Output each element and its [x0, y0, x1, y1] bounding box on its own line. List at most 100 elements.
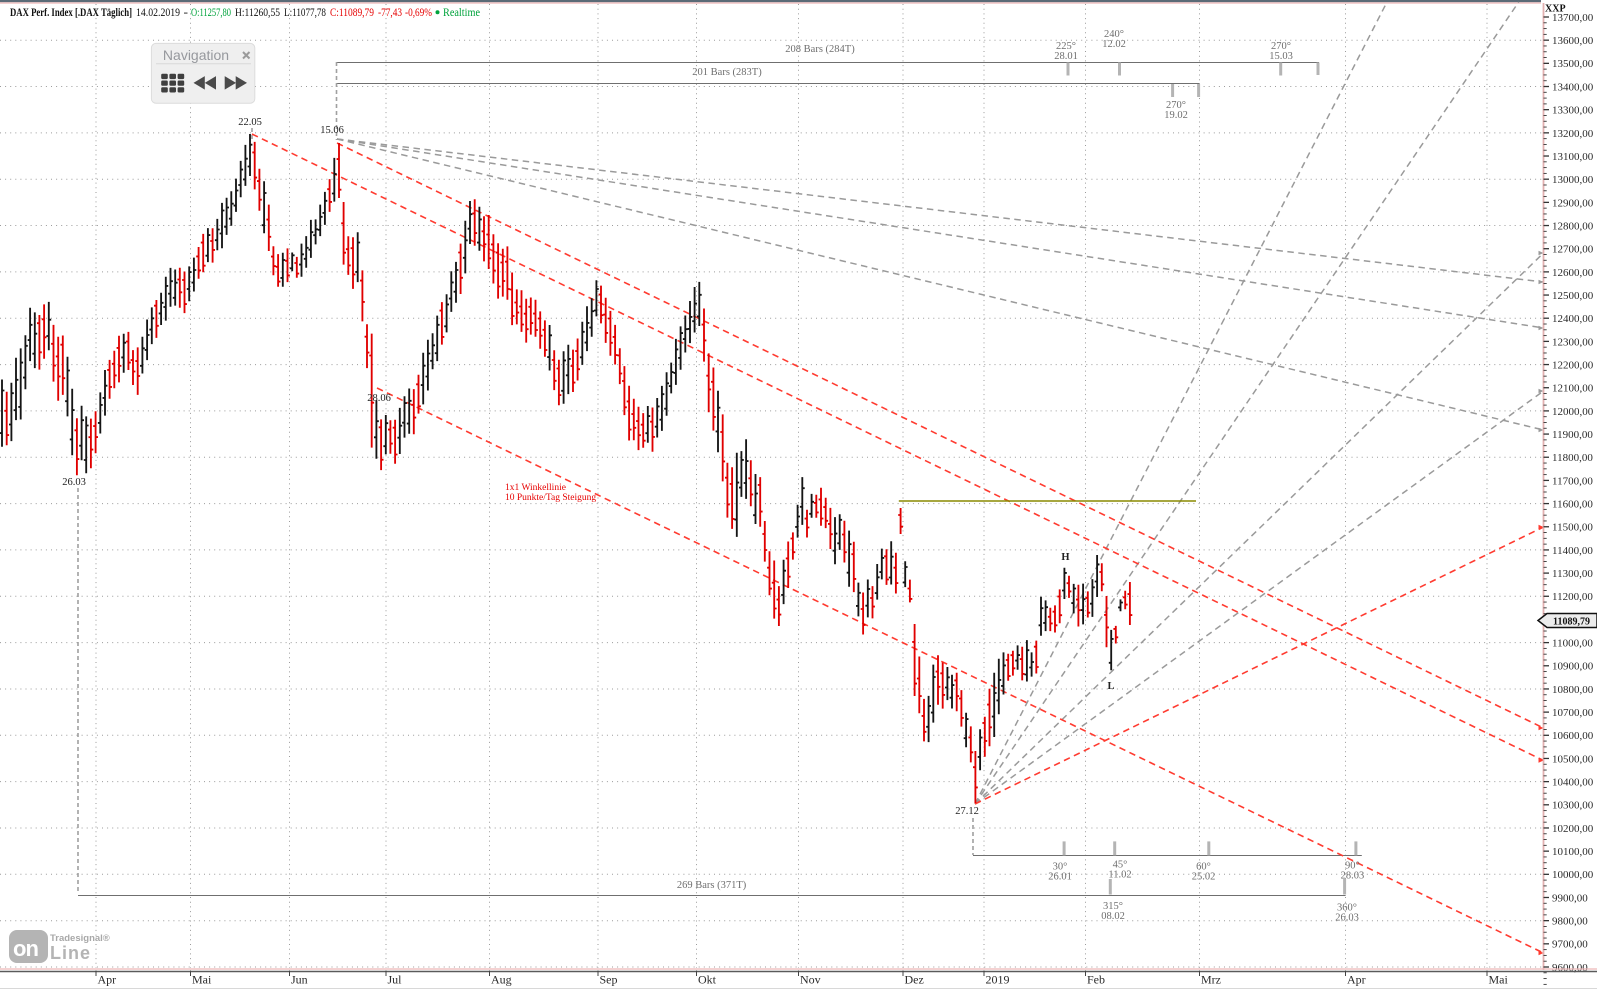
svg-text:1x1 Winkellinie: 1x1 Winkellinie — [505, 483, 566, 493]
svg-text:Realtime: Realtime — [443, 5, 480, 19]
svg-text:13200,00: 13200,00 — [1552, 128, 1594, 140]
svg-text:H:11260,55: H:11260,55 — [235, 5, 280, 19]
svg-text:28.01: 28.01 — [1054, 51, 1078, 62]
svg-text:10900,00: 10900,00 — [1552, 661, 1594, 673]
svg-text:240°: 240° — [1104, 29, 1124, 40]
svg-text:10200,00: 10200,00 — [1552, 823, 1594, 835]
svg-text:L:11077,78: L:11077,78 — [284, 5, 326, 19]
svg-text:-0,69%: -0,69% — [405, 5, 432, 19]
svg-text:10 Punkte/Tag Steigung: 10 Punkte/Tag Steigung — [505, 493, 596, 503]
svg-text:11800,00: 11800,00 — [1552, 452, 1593, 464]
svg-text:10700,00: 10700,00 — [1552, 707, 1594, 719]
svg-text:10100,00: 10100,00 — [1552, 846, 1594, 858]
svg-text:11700,00: 11700,00 — [1552, 475, 1593, 487]
svg-text:12.02: 12.02 — [1102, 39, 1126, 50]
svg-text:-: - — [184, 5, 189, 19]
svg-text:Tradesignal®: Tradesignal® — [50, 933, 110, 944]
svg-text:Line: Line — [50, 943, 91, 963]
svg-text:22.05: 22.05 — [238, 117, 262, 128]
svg-text:26.01: 26.01 — [1048, 871, 1072, 882]
svg-text:Okt: Okt — [698, 973, 717, 987]
svg-text:DAX Perf. Index [.DAX Täglich]: DAX Perf. Index [.DAX Täglich] — [10, 5, 132, 19]
svg-text:30°: 30° — [1053, 862, 1068, 873]
svg-text:12500,00: 12500,00 — [1552, 290, 1594, 302]
svg-text:Dez: Dez — [905, 973, 924, 987]
svg-text:14.02.2019: 14.02.2019 — [136, 5, 180, 19]
svg-text:25.02: 25.02 — [1192, 871, 1216, 882]
svg-text:12600,00: 12600,00 — [1552, 267, 1594, 279]
svg-text:13700,00: 13700,00 — [1552, 12, 1594, 24]
svg-text:Feb: Feb — [1087, 973, 1105, 987]
svg-text:10300,00: 10300,00 — [1552, 800, 1594, 812]
svg-text:12100,00: 12100,00 — [1552, 383, 1594, 395]
svg-text:13300,00: 13300,00 — [1552, 105, 1594, 117]
svg-text:26.03: 26.03 — [1335, 912, 1359, 923]
svg-text:208 Bars (284T): 208 Bars (284T) — [785, 44, 855, 55]
svg-text:11600,00: 11600,00 — [1552, 498, 1593, 510]
svg-text:11900,00: 11900,00 — [1552, 429, 1593, 441]
svg-text:13500,00: 13500,00 — [1552, 58, 1594, 70]
svg-text:Apr: Apr — [98, 973, 117, 987]
svg-text:XXP: XXP — [1545, 4, 1566, 15]
svg-text:15.03: 15.03 — [1269, 51, 1293, 62]
svg-text:10000,00: 10000,00 — [1552, 869, 1594, 881]
svg-text:28.03: 28.03 — [1341, 870, 1365, 881]
svg-text:9700,00: 9700,00 — [1552, 939, 1588, 951]
svg-text:269 Bars (371T): 269 Bars (371T) — [677, 880, 747, 891]
svg-text:201 Bars (283T): 201 Bars (283T) — [692, 67, 762, 78]
svg-text:Mai: Mai — [192, 973, 212, 987]
svg-text:9900,00: 9900,00 — [1552, 892, 1588, 904]
svg-text:O:11257,80: O:11257,80 — [191, 5, 231, 19]
svg-text:26.03: 26.03 — [62, 477, 86, 488]
svg-text:Sep: Sep — [600, 973, 618, 987]
svg-text:13400,00: 13400,00 — [1552, 81, 1594, 93]
svg-text:11500,00: 11500,00 — [1552, 522, 1593, 534]
svg-text:2019: 2019 — [986, 973, 1010, 987]
svg-text:-77,43: -77,43 — [378, 5, 402, 19]
svg-text:Jul: Jul — [388, 973, 403, 987]
svg-text:10400,00: 10400,00 — [1552, 777, 1594, 789]
svg-text:315°: 315° — [1103, 901, 1123, 912]
svg-text:10600,00: 10600,00 — [1552, 730, 1594, 742]
svg-text:225°: 225° — [1056, 41, 1076, 52]
svg-text:60°: 60° — [1196, 862, 1211, 873]
svg-text:08.02: 08.02 — [1101, 911, 1125, 922]
svg-text:9800,00: 9800,00 — [1552, 916, 1588, 928]
svg-text:11.02: 11.02 — [1108, 869, 1131, 880]
svg-text:Mai: Mai — [1489, 973, 1509, 987]
svg-text:10800,00: 10800,00 — [1552, 684, 1594, 696]
svg-text:360°: 360° — [1337, 903, 1357, 914]
svg-text:11400,00: 11400,00 — [1552, 545, 1593, 557]
svg-text:45°: 45° — [1113, 860, 1128, 871]
svg-text:Aug: Aug — [491, 973, 512, 987]
svg-text:H: H — [1061, 552, 1069, 563]
svg-text:12400,00: 12400,00 — [1552, 313, 1594, 325]
svg-text:Mrz: Mrz — [1201, 973, 1221, 987]
svg-text:11200,00: 11200,00 — [1552, 591, 1593, 603]
svg-text:Nov: Nov — [800, 973, 821, 987]
svg-text:on: on — [13, 936, 38, 961]
svg-text:C:11089,79: C:11089,79 — [330, 5, 374, 19]
svg-text:12000,00: 12000,00 — [1552, 406, 1594, 418]
svg-text:10500,00: 10500,00 — [1552, 753, 1594, 765]
svg-text:12200,00: 12200,00 — [1552, 359, 1594, 371]
svg-text:270°: 270° — [1271, 41, 1291, 52]
svg-text:L: L — [1107, 681, 1114, 692]
svg-text:28.06: 28.06 — [367, 393, 391, 404]
svg-text:13600,00: 13600,00 — [1552, 35, 1594, 47]
svg-text:11300,00: 11300,00 — [1552, 568, 1593, 580]
svg-text:Jun: Jun — [291, 973, 308, 987]
svg-text:Navigation: Navigation — [163, 47, 229, 63]
svg-text:12900,00: 12900,00 — [1552, 197, 1594, 209]
svg-text:15.06: 15.06 — [320, 125, 344, 136]
svg-text:12800,00: 12800,00 — [1552, 220, 1594, 232]
svg-text:270°: 270° — [1166, 100, 1186, 111]
svg-text:12700,00: 12700,00 — [1552, 244, 1594, 256]
svg-text:Apr: Apr — [1347, 973, 1366, 987]
svg-text:12300,00: 12300,00 — [1552, 336, 1594, 348]
svg-text:90°: 90° — [1345, 861, 1360, 872]
svg-text:13000,00: 13000,00 — [1552, 174, 1594, 186]
svg-text:27.12: 27.12 — [955, 806, 979, 817]
svg-text:11000,00: 11000,00 — [1552, 638, 1593, 650]
svg-text:13100,00: 13100,00 — [1552, 151, 1594, 163]
